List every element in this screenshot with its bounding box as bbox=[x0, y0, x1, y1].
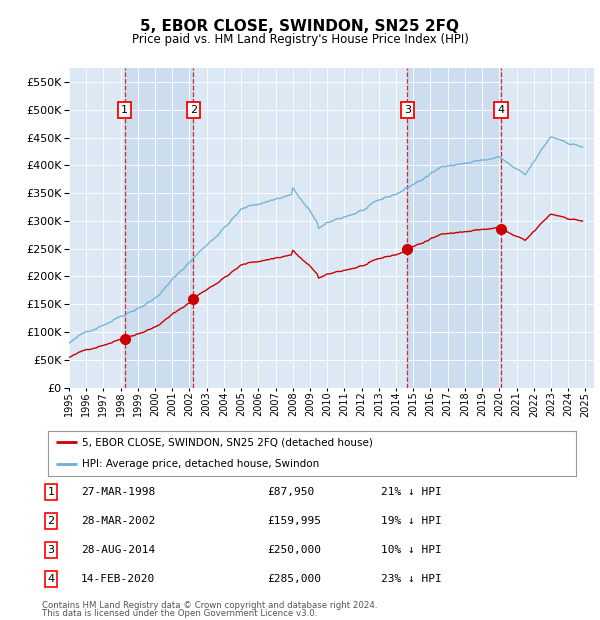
Text: HPI: Average price, detached house, Swindon: HPI: Average price, detached house, Swin… bbox=[82, 459, 320, 469]
Text: £285,000: £285,000 bbox=[267, 574, 321, 584]
Text: 3: 3 bbox=[47, 545, 55, 555]
Bar bbox=[125, 68, 193, 388]
Text: 10% ↓ HPI: 10% ↓ HPI bbox=[381, 545, 442, 555]
Text: £250,000: £250,000 bbox=[267, 545, 321, 555]
Text: Price paid vs. HM Land Registry's House Price Index (HPI): Price paid vs. HM Land Registry's House … bbox=[131, 33, 469, 45]
Text: £87,950: £87,950 bbox=[267, 487, 314, 497]
Text: 4: 4 bbox=[47, 574, 55, 584]
Text: £159,995: £159,995 bbox=[267, 516, 321, 526]
Text: 14-FEB-2020: 14-FEB-2020 bbox=[81, 574, 155, 584]
Text: 21% ↓ HPI: 21% ↓ HPI bbox=[381, 487, 442, 497]
Text: 23% ↓ HPI: 23% ↓ HPI bbox=[381, 574, 442, 584]
Bar bbox=[407, 68, 502, 388]
Text: 2: 2 bbox=[190, 105, 197, 115]
Text: 1: 1 bbox=[47, 487, 55, 497]
Text: Contains HM Land Registry data © Crown copyright and database right 2024.: Contains HM Land Registry data © Crown c… bbox=[42, 601, 377, 609]
Text: 27-MAR-1998: 27-MAR-1998 bbox=[81, 487, 155, 497]
Text: 2: 2 bbox=[47, 516, 55, 526]
Text: 4: 4 bbox=[498, 105, 505, 115]
Text: This data is licensed under the Open Government Licence v3.0.: This data is licensed under the Open Gov… bbox=[42, 609, 317, 618]
Text: 19% ↓ HPI: 19% ↓ HPI bbox=[381, 516, 442, 526]
Text: 5, EBOR CLOSE, SWINDON, SN25 2FQ (detached house): 5, EBOR CLOSE, SWINDON, SN25 2FQ (detach… bbox=[82, 437, 373, 447]
Text: 28-MAR-2002: 28-MAR-2002 bbox=[81, 516, 155, 526]
Text: 28-AUG-2014: 28-AUG-2014 bbox=[81, 545, 155, 555]
Text: 1: 1 bbox=[121, 105, 128, 115]
Text: 5, EBOR CLOSE, SWINDON, SN25 2FQ: 5, EBOR CLOSE, SWINDON, SN25 2FQ bbox=[140, 19, 460, 34]
Text: 3: 3 bbox=[404, 105, 411, 115]
